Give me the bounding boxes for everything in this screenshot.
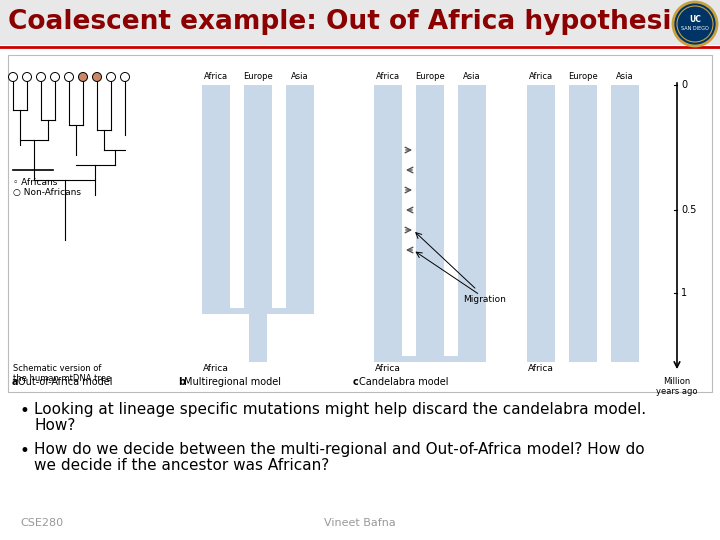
Text: Africa: Africa [203,364,229,373]
FancyBboxPatch shape [244,85,272,310]
Text: Migration: Migration [464,295,506,304]
Circle shape [673,2,717,46]
Text: Africa: Africa [528,364,554,373]
FancyBboxPatch shape [374,356,486,362]
Text: Europe: Europe [415,72,445,81]
Text: Candelabra model: Candelabra model [359,377,449,387]
Text: Africa: Africa [376,72,400,81]
Text: Europe: Europe [568,72,598,81]
Circle shape [22,72,32,82]
FancyBboxPatch shape [286,85,314,310]
Text: How?: How? [34,418,76,433]
FancyBboxPatch shape [8,55,712,392]
FancyBboxPatch shape [527,85,555,362]
Text: ◦ Africans: ◦ Africans [13,178,58,187]
Text: •: • [20,442,30,460]
Text: UC: UC [689,15,701,24]
Text: Schematic version of
the human mtDNA tree: Schematic version of the human mtDNA tre… [13,364,112,383]
Circle shape [78,72,88,82]
Text: How do we decide between the multi-regional and Out-of-Africa model? How do: How do we decide between the multi-regio… [34,442,644,457]
FancyBboxPatch shape [202,85,230,310]
Text: Africa: Africa [529,72,553,81]
FancyBboxPatch shape [421,337,439,362]
Text: Looking at lineage specific mutations might help discard the candelabra model.: Looking at lineage specific mutations mi… [34,402,646,417]
Text: 0: 0 [681,80,687,90]
Text: •: • [20,402,30,420]
Text: SAN DIEGO: SAN DIEGO [681,25,709,30]
Text: c: c [353,377,359,387]
Circle shape [50,72,60,82]
Text: Vineet Bafna: Vineet Bafna [324,518,396,528]
Text: we decide if the ancestor was African?: we decide if the ancestor was African? [34,458,329,473]
Text: Africa: Africa [375,364,401,373]
Circle shape [9,72,17,82]
Text: b: b [178,377,185,387]
Text: 0.5: 0.5 [681,205,696,214]
FancyBboxPatch shape [0,0,720,45]
Circle shape [120,72,130,82]
FancyBboxPatch shape [611,85,639,362]
Circle shape [37,72,45,82]
Text: 1: 1 [681,288,687,298]
Text: Africa: Africa [204,72,228,81]
FancyBboxPatch shape [458,85,486,362]
Text: CSE280: CSE280 [20,518,63,528]
Text: Coalescent example: Out of Africa hypothesis: Coalescent example: Out of Africa hypoth… [8,9,688,35]
FancyBboxPatch shape [202,308,314,314]
Text: ○ Non-Africans: ○ Non-Africans [13,188,81,197]
Circle shape [107,72,115,82]
Text: Europe: Europe [243,72,273,81]
Text: a: a [12,377,19,387]
FancyBboxPatch shape [249,310,267,362]
Circle shape [92,72,102,82]
Text: Asia: Asia [463,72,481,81]
Text: Asia: Asia [291,72,309,81]
Text: Million
years ago: Million years ago [656,377,698,396]
Text: Multiregional model: Multiregional model [184,377,281,387]
FancyBboxPatch shape [569,85,597,362]
Text: Asia: Asia [616,72,634,81]
FancyBboxPatch shape [374,85,402,362]
Text: Out-of-Africa model: Out-of-Africa model [18,377,112,387]
FancyBboxPatch shape [416,85,444,362]
Circle shape [65,72,73,82]
